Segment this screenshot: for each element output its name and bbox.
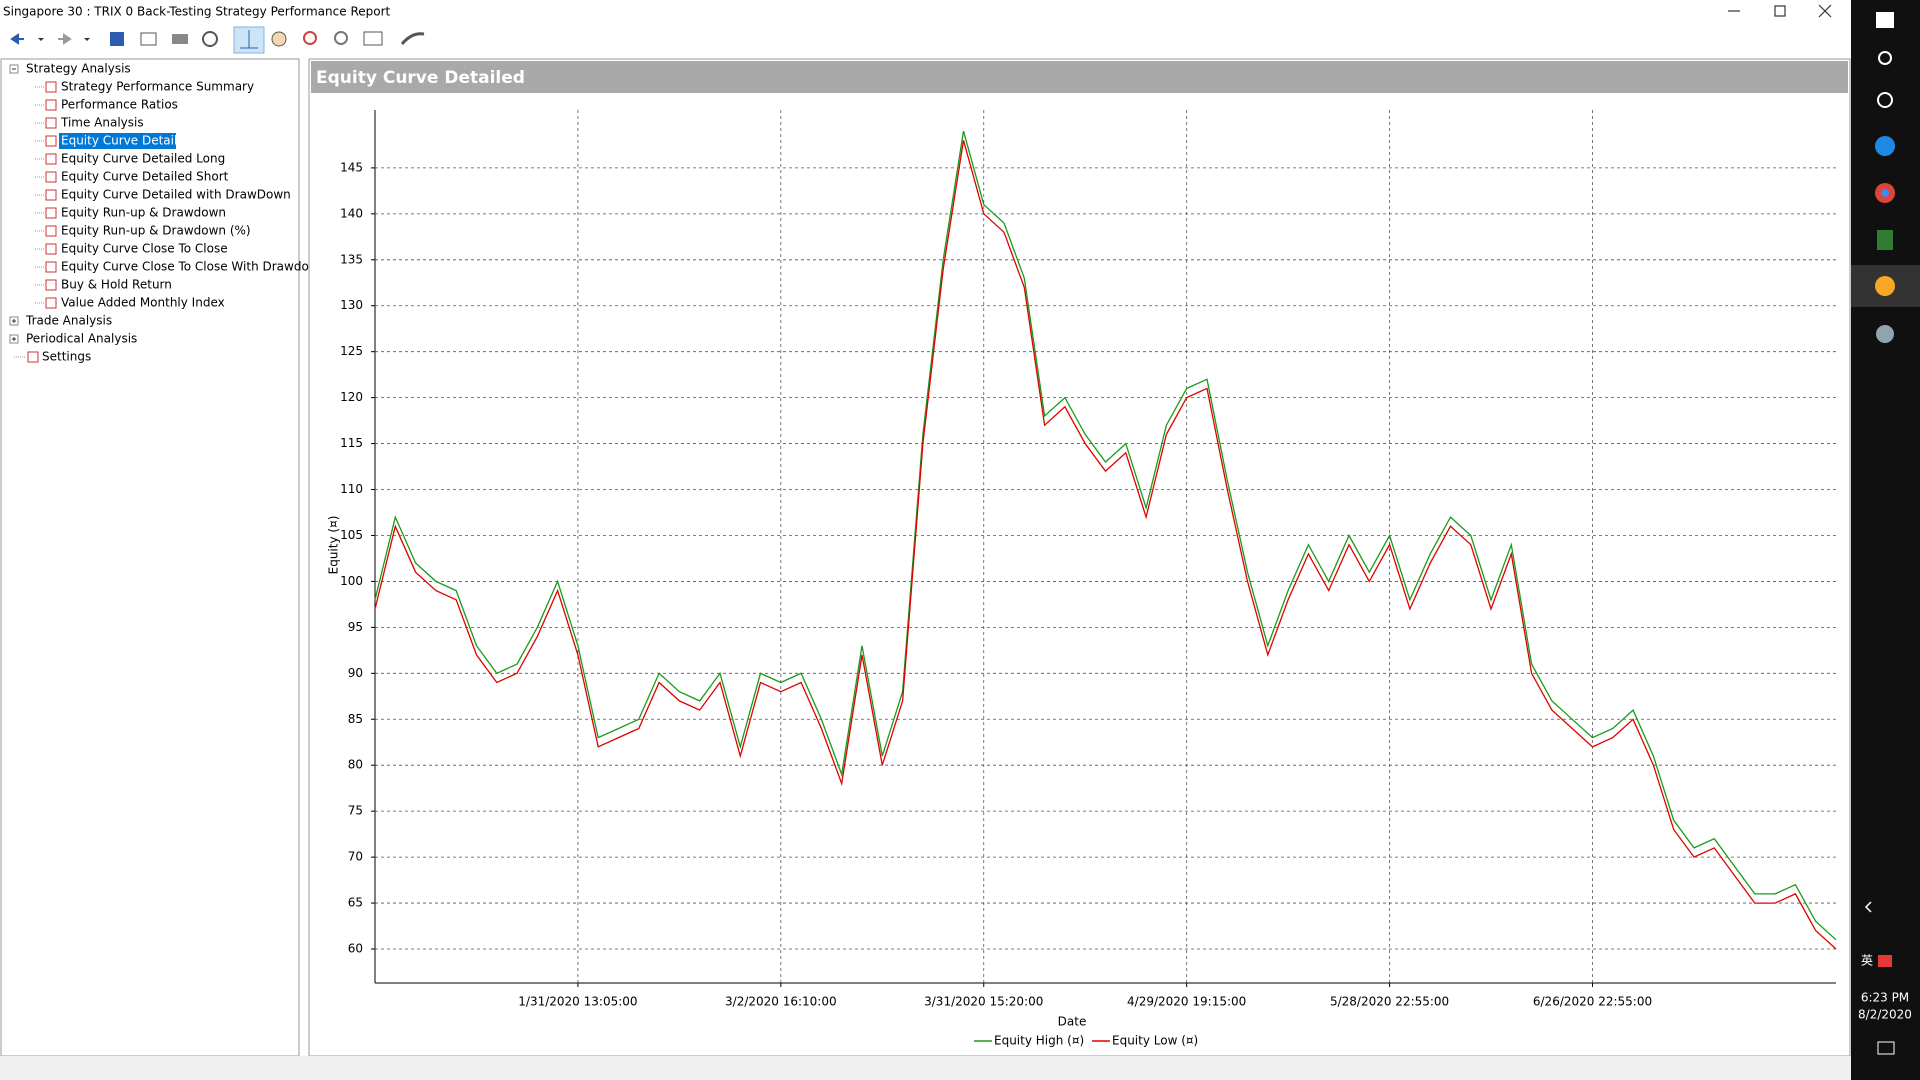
x-tick-label: 1/31/2020 13:05:00 — [518, 995, 637, 1009]
selection — [59, 133, 176, 149]
item-icon — [45, 189, 57, 201]
item-icon — [45, 297, 57, 309]
window-controls[interactable] — [1728, 4, 1832, 18]
item-icon — [45, 117, 57, 129]
y-tick-label: 105 — [340, 528, 363, 542]
status-bar — [0, 1056, 1851, 1080]
y-tick-label: 145 — [340, 160, 363, 174]
y-tick-label: 75 — [348, 804, 363, 818]
y-tick-label: 95 — [348, 620, 363, 634]
item-icon — [45, 243, 57, 255]
y-tick-label: 120 — [340, 390, 363, 404]
y-tick-label: 70 — [348, 850, 363, 864]
y-axis-label: Equity (¤) — [327, 516, 341, 575]
clock-date[interactable]: 8/2/2020 — [1858, 1008, 1912, 1022]
taskbar — [1851, 0, 1920, 1080]
tree-item[interactable]: Settings — [42, 350, 91, 364]
item-icon — [45, 261, 57, 273]
y-tick-label: 130 — [340, 298, 363, 312]
tree-item[interactable]: Equity Curve Detailed with DrawDown — [61, 188, 291, 202]
chart-panel — [308, 58, 1851, 1057]
x-axis-label: Date — [1058, 1015, 1087, 1029]
item-icon — [45, 99, 57, 111]
x-tick-label: 4/29/2020 19:15:00 — [1127, 995, 1246, 1009]
tree-group[interactable]: Strategy Analysis — [26, 62, 131, 76]
tree-item[interactable]: Time Analysis — [60, 116, 144, 130]
tree-item[interactable]: Performance Ratios — [61, 98, 178, 112]
tree-item[interactable]: Equity Run-up & Drawdown (%) — [61, 224, 251, 238]
ime-indicator[interactable]: 英 — [1861, 954, 1873, 968]
y-tick-label: 100 — [340, 574, 363, 588]
item-icon — [45, 207, 57, 219]
legend-label[interactable]: Equity High (¤) — [994, 1034, 1084, 1048]
item-icon — [45, 81, 57, 93]
tree-item[interactable]: Equity Curve Close To Close — [61, 242, 228, 256]
legend-label[interactable]: Equity Low (¤) — [1112, 1034, 1198, 1048]
tree-item[interactable]: Value Added Monthly Index — [61, 296, 225, 310]
y-tick-label: 90 — [348, 666, 363, 680]
x-tick-label: 5/28/2020 22:55:00 — [1330, 995, 1449, 1009]
y-tick-label: 125 — [340, 344, 363, 358]
window-title: Singapore 30 : TRIX 0 Back-Testing Strat… — [3, 5, 391, 19]
clock-time[interactable]: 6:23 PM — [1861, 991, 1909, 1005]
y-tick-label: 65 — [348, 896, 363, 910]
tree-item[interactable]: Equity Curve Detailed Long — [61, 152, 225, 166]
item-icon — [45, 225, 57, 237]
y-tick-label: 115 — [340, 436, 363, 450]
toolbar[interactable] — [10, 26, 425, 54]
tree-item[interactable]: Buy & Hold Return — [61, 278, 172, 292]
tree-item[interactable]: Equity Curve Detailed — [61, 134, 192, 148]
item-icon — [45, 153, 57, 165]
y-tick-label: 60 — [348, 941, 363, 955]
equity-line — [374, 130, 1837, 941]
y-tick-label: 140 — [340, 206, 363, 220]
item-icon — [45, 171, 57, 183]
tree-item[interactable]: Strategy Performance Summary — [61, 80, 254, 94]
tree-group[interactable]: Trade Analysis — [25, 314, 112, 328]
tree-group[interactable]: Periodical Analysis — [26, 332, 137, 346]
y-tick-label: 80 — [348, 758, 363, 772]
item-icon — [45, 135, 57, 147]
item-icon — [27, 351, 39, 363]
x-tick-label: 3/31/2020 15:20:00 — [924, 995, 1043, 1009]
y-tick-label: 135 — [340, 252, 363, 266]
tree-panel — [0, 58, 300, 1057]
chart-title: Equity Curve Detailed — [316, 68, 525, 88]
x-tick-label: 3/2/2020 16:10:00 — [725, 995, 837, 1009]
chart-header — [311, 61, 1848, 93]
tree-item[interactable]: Equity Run-up & Drawdown — [61, 206, 226, 220]
taskbar-icons[interactable] — [1851, 12, 1920, 1055]
equity-line — [374, 140, 1837, 950]
y-tick-label: 110 — [340, 482, 363, 496]
x-tick-label: 6/26/2020 22:55:00 — [1533, 995, 1652, 1009]
y-tick-label: 85 — [348, 712, 363, 726]
item-icon — [45, 279, 57, 291]
tree-item[interactable]: Equity Curve Detailed Short — [61, 170, 229, 184]
tree-item[interactable]: Equity Curve Close To Close With Drawdow… — [61, 260, 326, 274]
